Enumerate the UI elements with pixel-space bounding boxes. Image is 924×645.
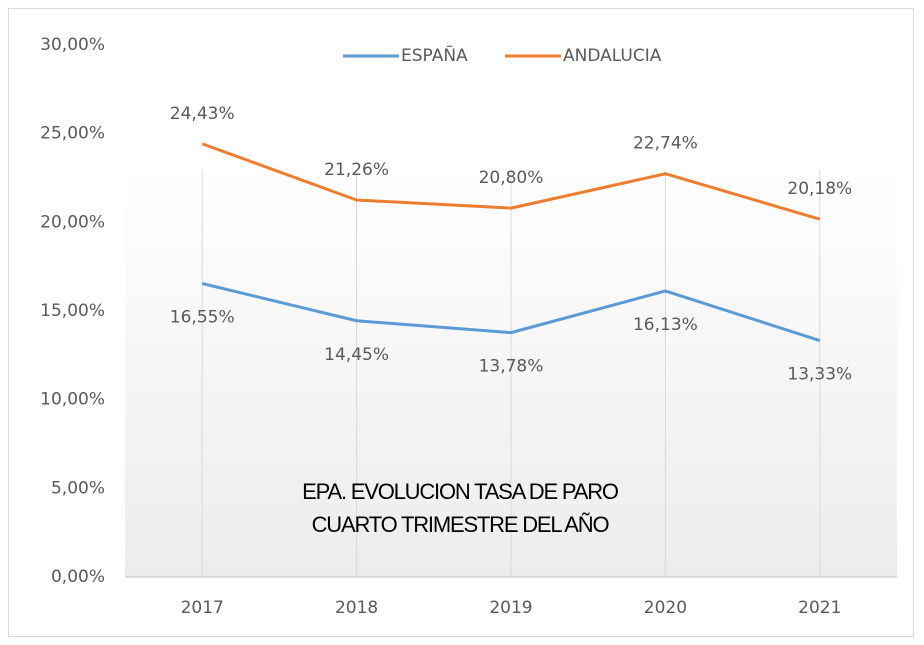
y-tick-label: 5,00% <box>51 478 105 498</box>
data-label: 14,45% <box>324 345 389 365</box>
y-tick-label: 20,00% <box>40 212 105 232</box>
data-label: 21,26% <box>324 160 389 180</box>
series-line <box>201 282 821 343</box>
legend-label: ESPAÑA <box>401 44 468 66</box>
y-tick-label: 10,00% <box>40 390 105 410</box>
x-tick-label: 2020 <box>644 598 687 618</box>
data-label: 20,18% <box>787 179 852 199</box>
data-label: 16,13% <box>633 315 698 335</box>
data-label: 24,43% <box>170 104 235 124</box>
chart-title: EPA. EVOLUCION TASA DE PARO <box>302 479 619 504</box>
x-tick-label: 2021 <box>798 598 841 618</box>
y-tick-label: 30,00% <box>40 35 105 55</box>
y-tick-label: 15,00% <box>40 301 105 321</box>
y-tick-label: 0,00% <box>51 567 105 587</box>
chart-subtitle: CUARTO TRIMESTRE DEL AÑO <box>312 512 610 537</box>
series-line <box>201 142 821 221</box>
data-label: 13,78% <box>479 357 544 377</box>
data-label: 20,80% <box>479 168 544 188</box>
legend-label: ANDALUCIA <box>563 46 662 66</box>
x-tick-label: 2017 <box>181 598 224 618</box>
data-label: 13,33% <box>787 365 852 385</box>
x-tick-label: 2019 <box>489 598 532 618</box>
y-tick-label: 25,00% <box>40 124 105 144</box>
x-tick-label: 2018 <box>335 598 378 618</box>
data-label: 16,55% <box>170 308 235 328</box>
data-label: 22,74% <box>633 134 698 154</box>
